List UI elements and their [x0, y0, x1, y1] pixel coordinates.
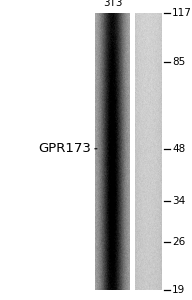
Text: 19: 19: [172, 285, 185, 295]
Text: 48: 48: [172, 144, 185, 154]
Text: 117: 117: [172, 8, 192, 18]
Text: 34: 34: [172, 196, 185, 206]
Text: GPR173: GPR173: [38, 142, 91, 155]
Text: 85: 85: [172, 57, 185, 67]
Text: 26: 26: [172, 237, 185, 247]
Text: 3T3: 3T3: [103, 0, 122, 8]
